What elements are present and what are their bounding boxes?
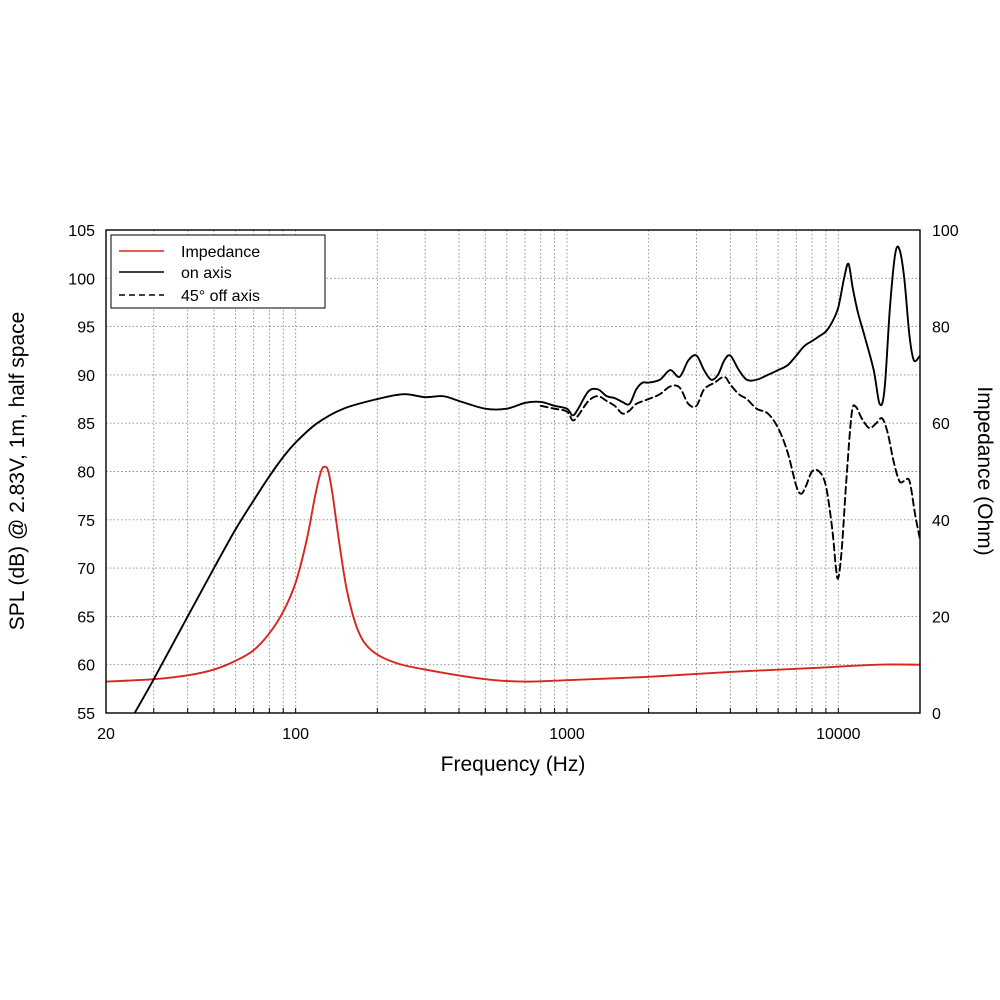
series-45-off-axis — [539, 375, 920, 580]
x-tick-label: 10000 — [816, 726, 861, 743]
legend-label-off-axis: 45° off axis — [181, 288, 260, 305]
y-left-tick-label: 75 — [77, 513, 95, 530]
series-impedance — [106, 465, 920, 683]
y-left-tick-label: 90 — [77, 368, 95, 385]
y-right-tick-label: 20 — [932, 609, 950, 626]
y-left-tick-labels: 55 60 65 70 75 80 85 90 95 100 105 — [68, 223, 95, 723]
x-tick-label: 20 — [97, 726, 115, 743]
plot-frame — [105, 229, 921, 714]
y-right-axis-title: Impedance (Ohm) — [973, 386, 996, 555]
y-left-tick-label: 60 — [77, 658, 95, 675]
y-left-tick-label: 95 — [77, 320, 95, 337]
x-tick-label: 100 — [282, 726, 309, 743]
y-right-tick-label: 0 — [932, 706, 941, 723]
y-right-tick-label: 60 — [932, 416, 950, 433]
y-right-tick-label: 40 — [932, 513, 950, 530]
legend-label-impedance: Impedance — [181, 244, 260, 261]
legend-label-on-axis: on axis — [181, 265, 232, 282]
y-left-tick-label: 65 — [77, 609, 95, 626]
y-left-tick-label: 85 — [77, 416, 95, 433]
axis-ticks — [153, 708, 839, 713]
series-group — [106, 245, 920, 713]
y-left-tick-label: 105 — [68, 223, 95, 240]
y-right-tick-label: 100 — [932, 223, 959, 240]
y-left-tick-label: 80 — [77, 465, 95, 482]
series-on-axis — [133, 245, 920, 713]
y-left-tick-label: 70 — [77, 561, 95, 578]
y-left-axis-title: SPL (dB) @ 2.83V, 1m, half space — [6, 312, 29, 631]
y-right-tick-labels: 0 20 40 60 80 100 — [932, 223, 959, 723]
x-tick-label: 1000 — [549, 726, 585, 743]
x-axis-title: Frequency (Hz) — [441, 753, 586, 776]
y-left-tick-label: 55 — [77, 706, 95, 723]
x-tick-labels: 20 100 1000 10000 — [97, 726, 861, 743]
legend: Impedance on axis 45° off axis — [110, 234, 326, 309]
y-left-tick-label: 100 — [68, 271, 95, 288]
y-right-tick-label: 80 — [932, 320, 950, 337]
